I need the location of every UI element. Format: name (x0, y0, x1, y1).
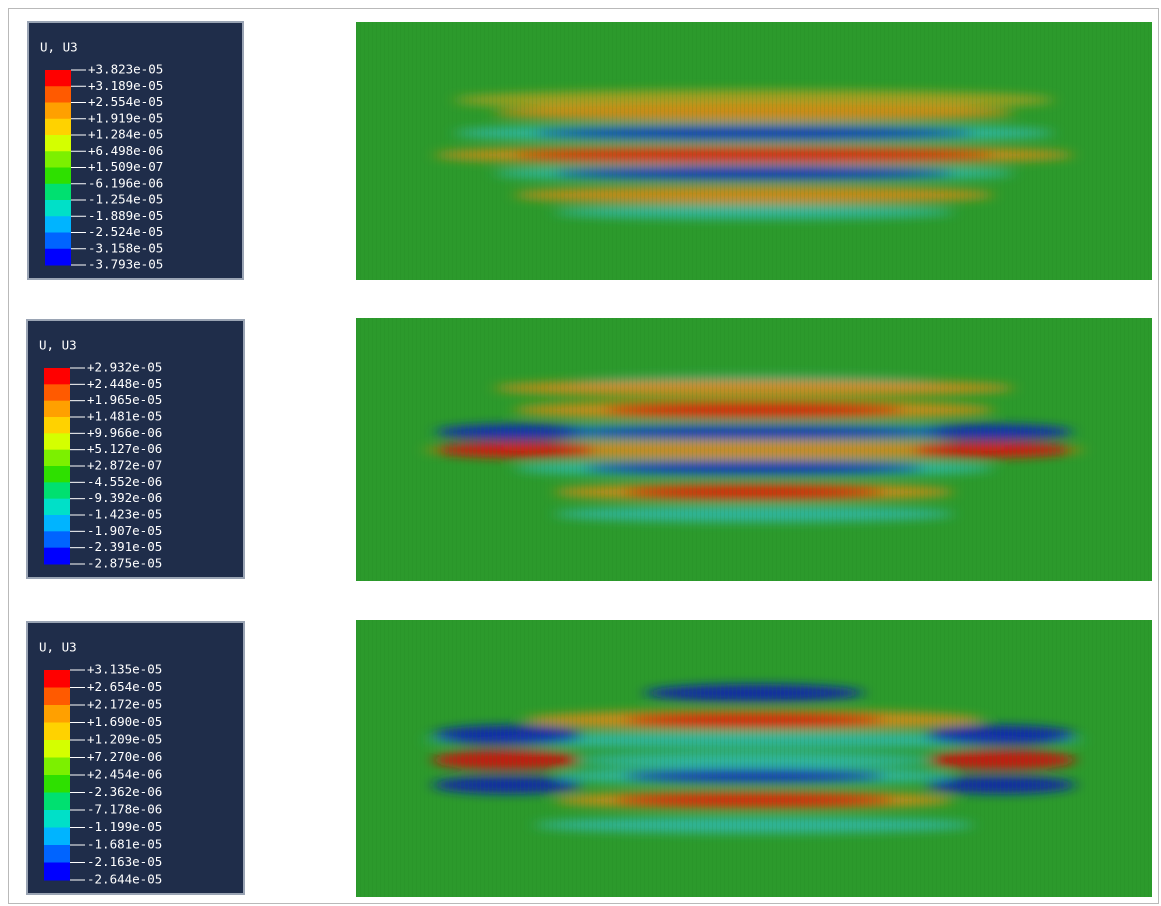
color-band (44, 450, 70, 467)
contour-plot (356, 22, 1152, 280)
legend-label: -1.907e-05 (87, 523, 162, 538)
color-band (44, 433, 70, 450)
legend-label: +1.965e-05 (87, 392, 162, 407)
color-band (45, 233, 71, 250)
legend-label: -2.644e-05 (87, 872, 162, 887)
color-band (45, 151, 71, 168)
color-band (44, 515, 70, 532)
color-band (44, 417, 70, 434)
color-band (44, 758, 70, 776)
legend-title: U, U3 (39, 338, 77, 353)
legend-label: +2.932e-05 (87, 360, 162, 375)
legend-label: -4.552e-06 (87, 474, 162, 489)
color-band (44, 499, 70, 516)
legend-label: -3.793e-05 (88, 257, 163, 272)
legend-label: -6.196e-06 (88, 175, 163, 190)
legend-label: -2.362e-06 (87, 784, 162, 799)
legend-label: -1.889e-05 (88, 208, 163, 223)
legend-label: -3.158e-05 (88, 240, 163, 255)
legend-label: +6.498e-06 (88, 143, 163, 158)
legend-label: -1.681e-05 (87, 837, 162, 852)
mesh (356, 318, 1152, 581)
legend: U, U3 +3.135e-05 +2.654e-05 +2.172e-05 +1.69… (27, 622, 244, 894)
legend-label: -1.254e-05 (88, 192, 163, 207)
legend-label: +1.284e-05 (88, 127, 163, 142)
legend-label: +1.481e-05 (87, 409, 162, 424)
mesh (356, 620, 1152, 897)
legend-label: +2.554e-05 (88, 94, 163, 109)
color-band (45, 184, 71, 201)
legend-label: +1.209e-05 (87, 732, 162, 747)
legend-label: -1.423e-05 (87, 507, 162, 522)
legend-label: +2.448e-05 (87, 376, 162, 391)
color-band (45, 135, 71, 152)
mesh (356, 22, 1152, 280)
legend-label: +2.872e-07 (87, 458, 162, 473)
color-band (44, 670, 70, 688)
color-band (44, 688, 70, 706)
color-band (44, 723, 70, 741)
legend-label: -1.199e-05 (87, 819, 162, 834)
color-band (45, 103, 71, 120)
color-band (44, 482, 70, 499)
legend-label: +1.919e-05 (88, 110, 163, 125)
legend-label: +1.509e-07 (88, 159, 163, 174)
legend-title: U, U3 (39, 640, 77, 655)
legend-label: +2.454e-06 (87, 767, 162, 782)
color-band (44, 384, 70, 401)
color-band (44, 793, 70, 811)
legend-label: +1.690e-05 (87, 714, 162, 729)
color-band (44, 845, 70, 863)
figure: U, U3 +3.823e-05+3.189e-05+2.554e-05+1.91… (0, 0, 1161, 906)
legend-label: +7.270e-06 (87, 749, 162, 764)
legend-label: +9.966e-06 (87, 425, 162, 440)
legend-label: -2.524e-05 (88, 224, 163, 239)
legend-label: -2.391e-05 (87, 539, 162, 554)
contour-plot (356, 620, 1152, 897)
legend-label: +2.654e-05 (87, 679, 162, 694)
color-band (45, 119, 71, 136)
color-band (45, 216, 71, 233)
color-band (44, 531, 70, 548)
color-band (44, 775, 70, 793)
color-band (44, 705, 70, 723)
color-band (44, 810, 70, 828)
legend-label: +3.135e-05 (87, 662, 162, 677)
legend-title: U, U3 (40, 40, 78, 55)
color-band (45, 249, 71, 266)
legend-label: -2.163e-05 (87, 854, 162, 869)
color-band (44, 368, 70, 385)
legend: U, U3 +3.823e-05+3.189e-05+2.554e-05+1.91… (28, 22, 243, 279)
color-band (45, 86, 71, 103)
color-band (45, 168, 71, 185)
legend-label: +3.189e-05 (88, 78, 163, 93)
legend-label: +5.127e-06 (87, 441, 162, 456)
color-band (45, 200, 71, 217)
color-band (44, 401, 70, 418)
color-band (44, 740, 70, 758)
contour-plot (356, 318, 1152, 581)
color-band (44, 828, 70, 846)
legend-label: +2.172e-05 (87, 697, 162, 712)
legend-label: -2.875e-05 (87, 556, 162, 571)
color-band (44, 863, 70, 881)
legend: U, U3 +2.932e-05+2.448e-05+1.965e-05 +1.48… (27, 320, 244, 578)
legend-label: -9.392e-06 (87, 490, 162, 505)
color-band (45, 70, 71, 87)
legend-label: +3.823e-05 (88, 62, 163, 77)
color-band (44, 466, 70, 483)
color-band (44, 548, 70, 565)
legend-label: -7.178e-06 (87, 802, 162, 817)
